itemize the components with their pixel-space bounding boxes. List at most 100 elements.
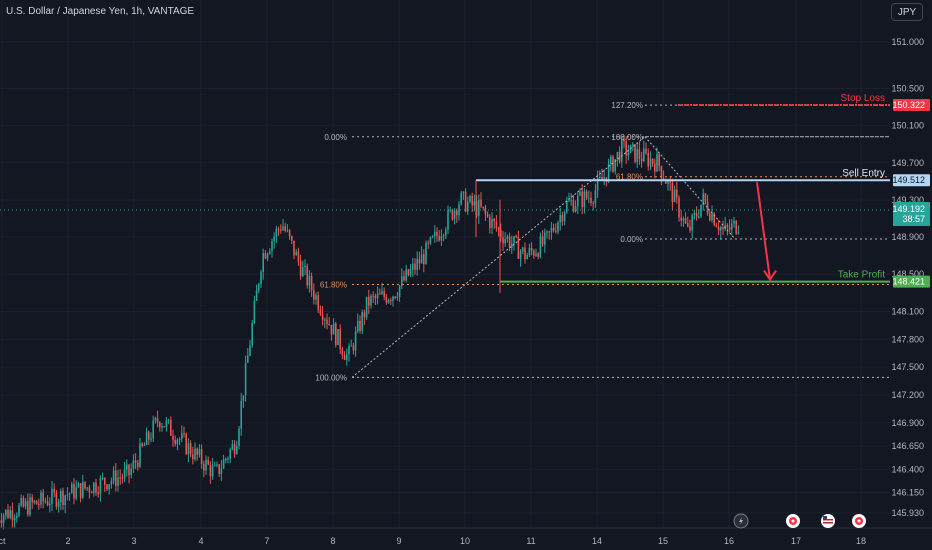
candle-body — [117, 477, 119, 486]
candle-body — [456, 210, 458, 216]
candle-body — [412, 263, 414, 270]
candle-body — [438, 236, 440, 241]
candle-body — [51, 488, 53, 504]
candle-body — [77, 483, 80, 488]
candle-body — [451, 209, 454, 220]
candle-body — [271, 241, 273, 251]
candle-body — [42, 492, 44, 502]
candle-body — [720, 227, 722, 231]
fib-level-label: 61.80% — [320, 280, 347, 289]
candle-body — [500, 229, 502, 238]
candle-body — [126, 464, 128, 470]
candle-body — [581, 191, 583, 207]
candle-body — [156, 418, 159, 423]
candle-body — [299, 261, 302, 277]
candle-body — [251, 323, 253, 346]
candle-body — [689, 226, 691, 231]
candle-body — [7, 509, 9, 518]
candle-body — [189, 443, 192, 455]
candle-body — [361, 312, 363, 332]
candle-body — [66, 494, 69, 496]
candle-body — [722, 227, 724, 230]
current-price-badge-background — [893, 201, 930, 226]
candle-body — [449, 209, 451, 211]
candle-body — [583, 191, 586, 207]
candle-body — [297, 251, 300, 262]
candle-body — [440, 236, 443, 241]
price-tick-label: 146.400 — [891, 464, 924, 474]
candle-body — [46, 501, 49, 506]
candle-body — [693, 213, 696, 216]
candle-body — [11, 510, 14, 521]
candle-body — [165, 420, 168, 427]
candle-body — [482, 206, 484, 208]
candle-body — [511, 243, 513, 248]
candle-body — [447, 210, 449, 230]
price-tick-label: 147.200 — [891, 390, 924, 400]
candle-body — [108, 484, 110, 490]
candle-body — [394, 296, 396, 298]
candle-body — [9, 510, 11, 518]
fib-trend-line — [351, 136, 646, 378]
candle-body — [231, 444, 234, 450]
time-tick-label: 10 — [460, 536, 470, 546]
candle-body — [174, 439, 176, 445]
candle-body — [123, 469, 126, 478]
candle-body — [112, 470, 115, 481]
candle-body — [163, 426, 165, 428]
price-tick-label: 148.100 — [891, 306, 924, 316]
candle-body — [227, 458, 229, 460]
candle-body — [473, 201, 476, 206]
price-tick-label: 150.500 — [891, 83, 924, 93]
price-tick-label: 149.300 — [891, 195, 924, 205]
candle-body — [539, 236, 542, 257]
fib-trend-line — [644, 136, 736, 240]
candle-body — [326, 319, 328, 325]
candle-body — [185, 434, 187, 455]
candle-body — [119, 477, 121, 479]
candle-body — [522, 247, 524, 252]
candle-body — [0, 520, 3, 524]
candle-body — [346, 354, 348, 360]
candle-body — [480, 199, 482, 207]
candle-body — [176, 439, 179, 445]
candle-body — [97, 492, 99, 494]
currency-button[interactable]: JPY — [891, 3, 923, 21]
candle-body — [104, 477, 106, 485]
lightning-glyph — [739, 517, 743, 525]
candle-body — [610, 156, 612, 165]
price-tick-label: 148.500 — [891, 269, 924, 279]
candle-body — [544, 232, 546, 245]
candle-body — [238, 428, 240, 446]
candle-body — [475, 201, 478, 216]
candle-body — [225, 458, 227, 460]
candle-body — [467, 201, 469, 212]
candle-body — [262, 253, 264, 272]
current-price-badge: 149.192 — [892, 204, 925, 214]
time-tick-label: 11 — [526, 536, 535, 546]
candle-body — [612, 156, 614, 172]
candle-body — [288, 229, 291, 237]
fib-level-label: 0.00% — [324, 133, 347, 142]
candle-body — [638, 149, 641, 159]
candle-body — [33, 500, 36, 503]
candle-body — [229, 449, 231, 459]
candle-body — [671, 182, 674, 203]
candle-body — [724, 224, 726, 230]
candle-body — [405, 269, 407, 281]
candle-body — [420, 254, 423, 264]
candle-body — [434, 231, 436, 237]
candle-body — [414, 263, 416, 270]
candle-body — [170, 419, 172, 436]
candle-body — [442, 235, 445, 237]
price-tick-label: 146.150 — [891, 488, 924, 498]
candle-body — [71, 483, 73, 494]
candle-body — [497, 228, 500, 230]
candle-body — [310, 275, 313, 291]
candle-body — [656, 154, 658, 172]
candle-body — [425, 242, 427, 265]
candle-body — [654, 163, 656, 172]
candle-body — [530, 247, 533, 251]
candle-body — [269, 250, 271, 254]
